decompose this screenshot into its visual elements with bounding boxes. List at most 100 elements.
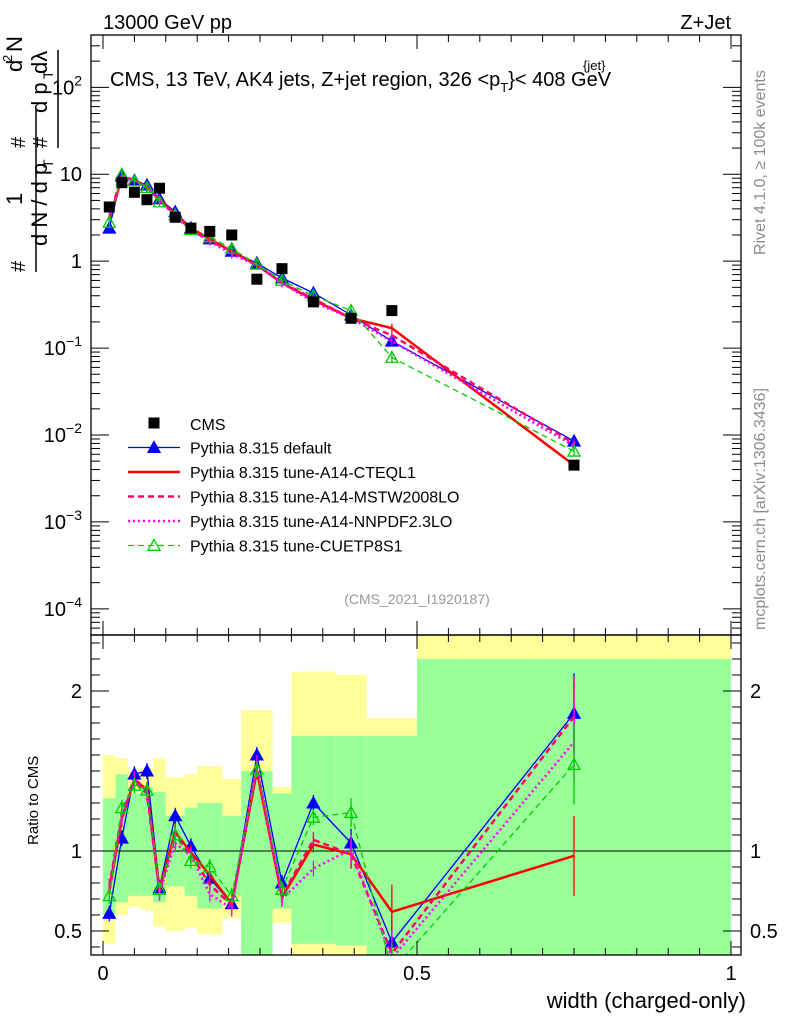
cms-point-14 xyxy=(568,459,580,471)
ratio-point-cuetp8s1-13 xyxy=(386,965,398,976)
cms-point-1 xyxy=(116,177,128,189)
main-point-cuetp8s1-14 xyxy=(566,443,582,457)
ratio-point-cuetp8s1-4 xyxy=(152,882,167,895)
ytick-exp-0: −4 xyxy=(66,594,82,610)
ylabel-d2: d xyxy=(2,60,27,72)
cms-point-12 xyxy=(345,312,357,324)
ratio-band-inner-3 xyxy=(140,787,154,896)
ylabel-n: N xyxy=(2,36,27,52)
xtick-label-1: 0.5 xyxy=(403,963,431,985)
ratio-band-inner-8 xyxy=(222,815,242,896)
ratio-point-cuetp8s1-3 xyxy=(139,782,155,796)
legend-label-nnpdf: Pythia 8.315 tune-A14-NNPDF2.3LO xyxy=(190,514,452,531)
ratio-point-cuetp8s1-12 xyxy=(343,805,359,819)
ratio-point-cuetp8s1-6 xyxy=(183,853,199,867)
main-point-cuetp8s1-4 xyxy=(152,194,167,208)
main-ylabel: # 1 d N / d p T # d p T # d 2 N dλ xyxy=(0,36,59,272)
legend-label-cteql1: Pythia 8.315 tune-A14-CTEQL1 xyxy=(190,465,416,482)
main-point-cuetp8s1-3 xyxy=(139,180,155,194)
ytick-label-2: 10−2 xyxy=(44,420,82,447)
ratio-point-cuetp8s1-7 xyxy=(202,859,217,873)
ratio-point-cuetp8s1-5 xyxy=(168,827,183,841)
legend-marker-cuetp8s1 xyxy=(146,538,162,551)
main-point-cuetp8s1-10 xyxy=(274,273,290,286)
ylabel-hash-b: # xyxy=(30,136,52,148)
rytick-label-right-0: 0.5 xyxy=(750,921,778,943)
ratio-point-default-0 xyxy=(102,906,117,919)
ratio-bands xyxy=(91,635,741,955)
rytick-label-right-2: 2 xyxy=(750,681,761,703)
ratio-point-cuetp8s1-10 xyxy=(274,882,290,895)
ytick-base-3: 10 xyxy=(44,338,66,360)
title-sub-t: T xyxy=(500,80,508,95)
rytick-label-right-1: 1 xyxy=(750,841,761,863)
legend-cms-label: CMS xyxy=(190,417,226,434)
title-close: }< 408 GeV xyxy=(508,69,612,91)
ylabel-t1: T xyxy=(40,159,56,168)
legend-item-default: Pythia 8.315 default xyxy=(128,440,332,458)
legend: CMS Pythia 8.315 default Pythia 8.315 tune… xyxy=(128,417,459,556)
ytick-base-0: 10 xyxy=(44,599,66,621)
ytick-label-4: 1 xyxy=(71,251,82,273)
ratio-point-cuetp8s1-11 xyxy=(306,810,321,823)
legend-item-mstw: Pythia 8.315 tune-A14-MSTW2008LO xyxy=(128,490,459,507)
mcplots-label: mcplots.cern.ch [arXiv:1306.3436] xyxy=(752,388,769,630)
ratio-point-cuetp8s1-14 xyxy=(566,757,582,771)
header-left: 13000 GeV pp xyxy=(103,12,232,34)
main-point-cuetp8s1-2 xyxy=(127,173,142,187)
main-point-cuetp8s1-8 xyxy=(224,241,239,254)
ratio-point-default-11 xyxy=(306,795,321,809)
legend-item-cms: CMS xyxy=(148,417,226,434)
ratio-point-cuetp8s1-2 xyxy=(127,778,142,791)
ytick-base-5: 10 xyxy=(60,164,82,186)
legend-item-cteql1: Pythia 8.315 tune-A14-CTEQL1 xyxy=(128,465,416,482)
main-point-cuetp8s1-13 xyxy=(384,350,399,363)
header-right: Z+Jet xyxy=(680,12,731,34)
ytick-exp-2: −2 xyxy=(66,420,82,436)
cms-point-8 xyxy=(226,229,238,241)
xtick-label-2: 1 xyxy=(725,963,736,985)
ytick-label-5: 10 xyxy=(60,164,82,186)
ratio-plot xyxy=(102,673,582,976)
ytick-label-3: 10−1 xyxy=(44,333,82,360)
ratio-band-inner-9 xyxy=(241,771,273,955)
legend-item-nnpdf: Pythia 8.315 tune-A14-NNPDF2.3LO xyxy=(128,514,452,531)
ytick-label-6: 102 xyxy=(52,72,82,99)
ylabel-dp: d p xyxy=(27,82,52,113)
cms-point-11 xyxy=(307,296,319,308)
cms-point-4 xyxy=(154,182,166,194)
main-series-cuetp8s1 xyxy=(108,173,575,452)
xtick-label-0: 0 xyxy=(97,963,108,985)
ratio-point-cuetp8s1-8 xyxy=(224,888,239,902)
ytick-label-0: 10−4 xyxy=(44,594,82,621)
cms-point-3 xyxy=(141,194,153,206)
cms-point-2 xyxy=(128,186,140,198)
main-frame xyxy=(90,34,742,636)
cms-point-5 xyxy=(169,211,181,223)
ratio-point-cuetp8s1-0 xyxy=(102,888,117,902)
legend-label-mstw: Pythia 8.315 tune-A14-MSTW2008LO xyxy=(190,490,459,507)
legend-item-cuetp8s1: Pythia 8.315 tune-CUETP8S1 xyxy=(128,538,403,556)
main-title: CMS, 13 TeV, AK4 jets, Z+jet region, 326… xyxy=(110,69,612,95)
ratio-frame xyxy=(90,634,742,956)
ylabel-hash-a: # xyxy=(8,260,30,272)
ylabel-t2: T xyxy=(40,70,56,79)
ratio-point-default-3 xyxy=(139,763,155,777)
rytick-label-left-2: 2 xyxy=(71,681,82,703)
main-point-cuetp8s1-0 xyxy=(102,214,117,228)
legend-label-default: Pythia 8.315 default xyxy=(190,441,332,458)
main-plot xyxy=(102,166,582,471)
cms-point-0 xyxy=(103,201,115,213)
title-main-text: CMS, 13 TeV, AK4 jets, Z+jet region, 326… xyxy=(110,69,500,91)
watermark: (CMS_2021_I1920187) xyxy=(344,591,490,607)
ylabel-dlambda: dλ xyxy=(27,51,52,74)
rytick-label-left-1: 1 xyxy=(71,841,82,863)
ratio-band-inner-2 xyxy=(128,793,141,896)
ylabel-one: 1 xyxy=(2,193,27,205)
x-axis-label: width (charged-only) xyxy=(546,988,746,1013)
main-point-cuetp8s1-9 xyxy=(249,256,264,270)
ratio-point-default-5 xyxy=(168,808,183,822)
